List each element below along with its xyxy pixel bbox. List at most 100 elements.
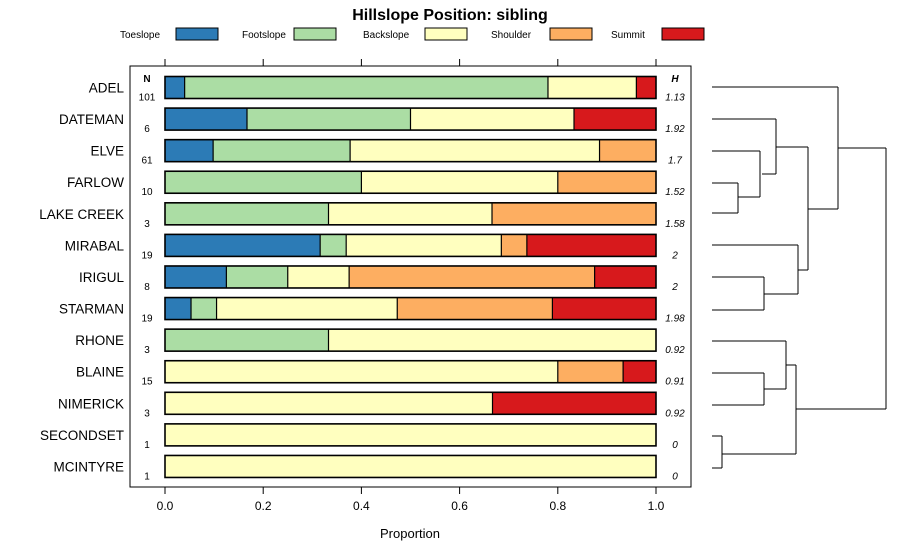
- bar-segment: [346, 234, 502, 257]
- h-value: 0: [672, 471, 678, 482]
- bar-outline: [164, 265, 657, 289]
- x-tick-label: 0.8: [549, 499, 566, 513]
- bar-segment: [184, 76, 548, 99]
- bar-segment: [216, 297, 398, 320]
- h-value: 2: [671, 282, 678, 293]
- bar-segment: [636, 76, 656, 99]
- legend-label: Footslope: [242, 30, 286, 41]
- bar-row: NIMERICK 3 0.92: [58, 391, 685, 419]
- bar-segment: [623, 360, 656, 383]
- x-axis: 0.0 0.2 0.4 0.6 0.8 1.0: [157, 59, 665, 513]
- h-value: 1.92: [665, 124, 685, 135]
- bar-outline: [164, 391, 657, 416]
- bar-segment: [397, 297, 553, 320]
- bar-segment: [320, 234, 347, 257]
- n-value: 10: [141, 187, 153, 198]
- row-label: LAKE CREEK: [39, 207, 124, 222]
- bar-row: IRIGUL 8 2: [79, 265, 678, 293]
- bar-segment: [165, 360, 558, 383]
- legend-label: Shoulder: [491, 30, 532, 41]
- bar-row: SECONDSET 1 0: [40, 423, 678, 451]
- bar-segment: [165, 202, 329, 225]
- bar-row: ADEL 101 1.13: [89, 75, 685, 104]
- x-tick-label: 0.2: [255, 499, 272, 513]
- bar-segment: [328, 329, 656, 352]
- h-value: 0: [672, 440, 678, 451]
- bar-segment: [165, 392, 493, 415]
- n-value: 3: [144, 408, 150, 419]
- row-label: ELVE: [90, 144, 124, 159]
- n-value: 61: [141, 156, 153, 167]
- h-value: 0.91: [665, 377, 684, 388]
- row-label: DATEMAN: [59, 112, 124, 127]
- bar-segment: [165, 329, 329, 352]
- n-value: 19: [141, 250, 153, 261]
- bar-segment: [328, 202, 493, 225]
- x-tick-label: 0.4: [353, 499, 370, 513]
- bar-segment: [165, 265, 227, 288]
- plot-panel: [129, 65, 692, 488]
- x-tick-label: 0.6: [451, 499, 468, 513]
- h-value: 2: [671, 250, 678, 261]
- bar-row: LAKE CREEK 3 1.58: [39, 202, 685, 230]
- row-label: RHONE: [75, 333, 124, 348]
- legend-swatch: [293, 27, 337, 41]
- legend-swatch: [175, 27, 219, 41]
- legend: Toeslope Footslope Backslope Shoulder Summit: [120, 27, 705, 41]
- bar-row: ELVE 61 1.7: [90, 138, 682, 167]
- legend-swatch: [661, 27, 705, 41]
- bar-outline: [164, 138, 657, 163]
- bar-segment: [501, 234, 527, 257]
- n-value: 19: [141, 314, 153, 325]
- bar-outline: [164, 423, 657, 447]
- h-value: 0.92: [665, 408, 685, 419]
- bar-segment: [599, 139, 656, 162]
- bar-row: STARMAN 19 1.98: [59, 296, 685, 325]
- bar-row: DATEMAN 6 1.92: [59, 107, 685, 135]
- row-label: SECONDSET: [40, 428, 124, 443]
- row-label: STARMAN: [59, 302, 124, 317]
- bar-segment: [547, 76, 637, 99]
- bar-outline: [164, 170, 657, 195]
- bar-outline: [164, 296, 657, 321]
- bar-segment: [165, 171, 362, 194]
- n-value: 1: [144, 471, 150, 482]
- bar-segment: [287, 265, 350, 288]
- legend-label: Toeslope: [120, 30, 160, 41]
- bar-row: RHONE 3 0.92: [75, 328, 685, 356]
- h-value: 1.7: [668, 156, 682, 167]
- bar-segment: [213, 139, 351, 162]
- bar-row: BLAINE 15 0.91: [76, 359, 685, 388]
- bar-outline: [164, 202, 657, 226]
- h-value: 0.92: [665, 345, 685, 356]
- bar-segment: [492, 392, 656, 415]
- x-tick-label: 1.0: [648, 499, 665, 513]
- bar-outline: [164, 328, 657, 352]
- bar-row: MCINTYRE 1 0: [54, 454, 678, 482]
- legend-label: Backslope: [363, 30, 410, 41]
- h-value: 1.98: [665, 314, 685, 325]
- bar-outline: [164, 233, 657, 258]
- chart-title: Hillslope Position: sibling: [352, 7, 548, 24]
- row-label: ADEL: [89, 81, 125, 96]
- h-value: 1.13: [665, 93, 685, 104]
- bar-segment: [492, 202, 656, 225]
- n-value: 1: [144, 440, 150, 451]
- bar-segment: [165, 423, 656, 446]
- bar-outline: [164, 454, 657, 479]
- bar-segment: [557, 171, 656, 194]
- h-value: 1.52: [665, 187, 685, 198]
- row-label: BLAINE: [76, 365, 124, 380]
- bar-outline: [164, 359, 657, 384]
- bar-segment: [165, 234, 321, 257]
- bar-segment: [552, 297, 656, 320]
- bar-segment: [410, 108, 575, 131]
- n-value: 15: [141, 377, 153, 388]
- row-label: MCINTYRE: [54, 459, 125, 474]
- row-label: FARLOW: [67, 175, 124, 190]
- bar-segment: [165, 76, 185, 99]
- row-label: MIRABAL: [65, 238, 125, 253]
